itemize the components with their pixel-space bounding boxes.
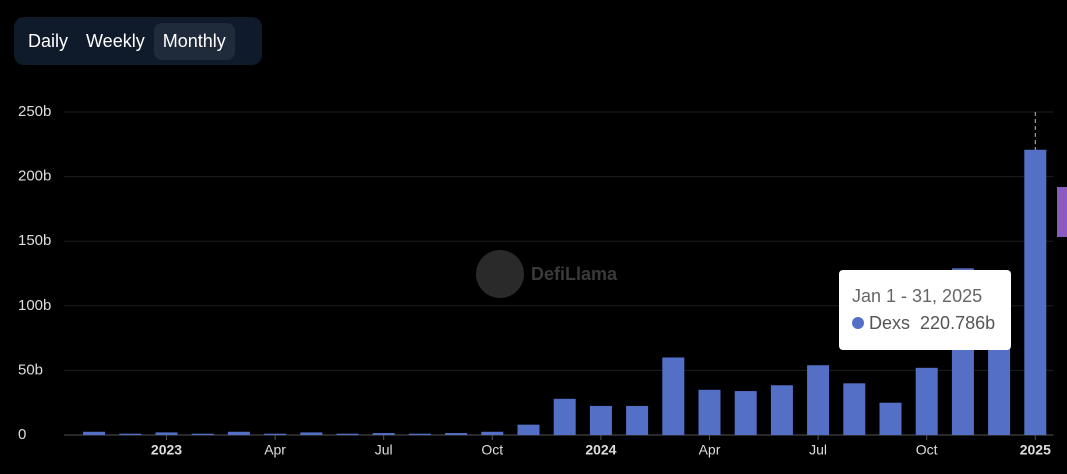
tooltip-dot	[852, 317, 864, 329]
bar	[83, 431, 106, 435]
bar	[698, 389, 721, 435]
x-tick-label: 2025	[1020, 442, 1051, 458]
y-tick-label: 150b	[18, 232, 51, 249]
bar	[191, 433, 214, 435]
x-tick-label: Jul	[375, 442, 393, 458]
bar	[300, 432, 323, 435]
bar	[264, 433, 287, 435]
bar	[408, 433, 431, 435]
bar	[372, 433, 395, 435]
bar	[662, 357, 685, 435]
x-tick-label: Apr	[699, 442, 721, 458]
tooltip-value: 220.786b	[920, 313, 996, 333]
y-tick-label: 200b	[18, 168, 51, 185]
bar	[336, 433, 359, 435]
period-switch: Daily Weekly Monthly	[14, 17, 262, 65]
bar	[155, 432, 178, 435]
bar	[589, 405, 612, 435]
bar	[879, 402, 902, 435]
bar	[481, 431, 504, 435]
bar	[843, 383, 866, 435]
bar	[807, 365, 830, 435]
bar	[1024, 149, 1047, 435]
tooltip-series: Dexs	[869, 313, 911, 333]
period-button[interactable]: Monthly	[153, 22, 235, 60]
x-tick-label: 2024	[585, 442, 616, 458]
bar	[119, 433, 142, 435]
watermark-text: DefiLlama	[531, 264, 618, 284]
tooltip-title: Jan 1 - 31, 2025	[852, 286, 983, 306]
bar	[553, 398, 576, 435]
period-button[interactable]: Daily	[28, 30, 69, 51]
bar	[227, 431, 250, 435]
tooltip: Jan 1 - 31, 2025 Dexs 220.786b	[839, 270, 1011, 350]
bar	[770, 385, 793, 435]
side-handle	[1057, 187, 1067, 237]
x-tick-label: Oct	[481, 442, 503, 458]
bar	[517, 424, 540, 435]
y-tick-label: 0	[18, 426, 26, 443]
bar	[734, 391, 757, 435]
watermark: DefiLlama	[476, 250, 618, 298]
period-button[interactable]: Weekly	[86, 30, 145, 51]
y-tick-label: 100b	[18, 297, 51, 314]
bar	[915, 367, 938, 435]
y-tick-label: 250b	[18, 103, 51, 120]
x-tick-label: 2023	[151, 442, 182, 458]
x-tick-label: Oct	[916, 442, 938, 458]
tooltip-row: Dexs 220.786b	[852, 313, 998, 334]
watermark-logo	[476, 250, 524, 298]
bar	[626, 405, 649, 435]
bar	[445, 433, 468, 435]
y-tick-label: 50b	[18, 361, 43, 378]
x-tick-label: Jul	[809, 442, 827, 458]
x-tick-label: Apr	[264, 442, 286, 458]
